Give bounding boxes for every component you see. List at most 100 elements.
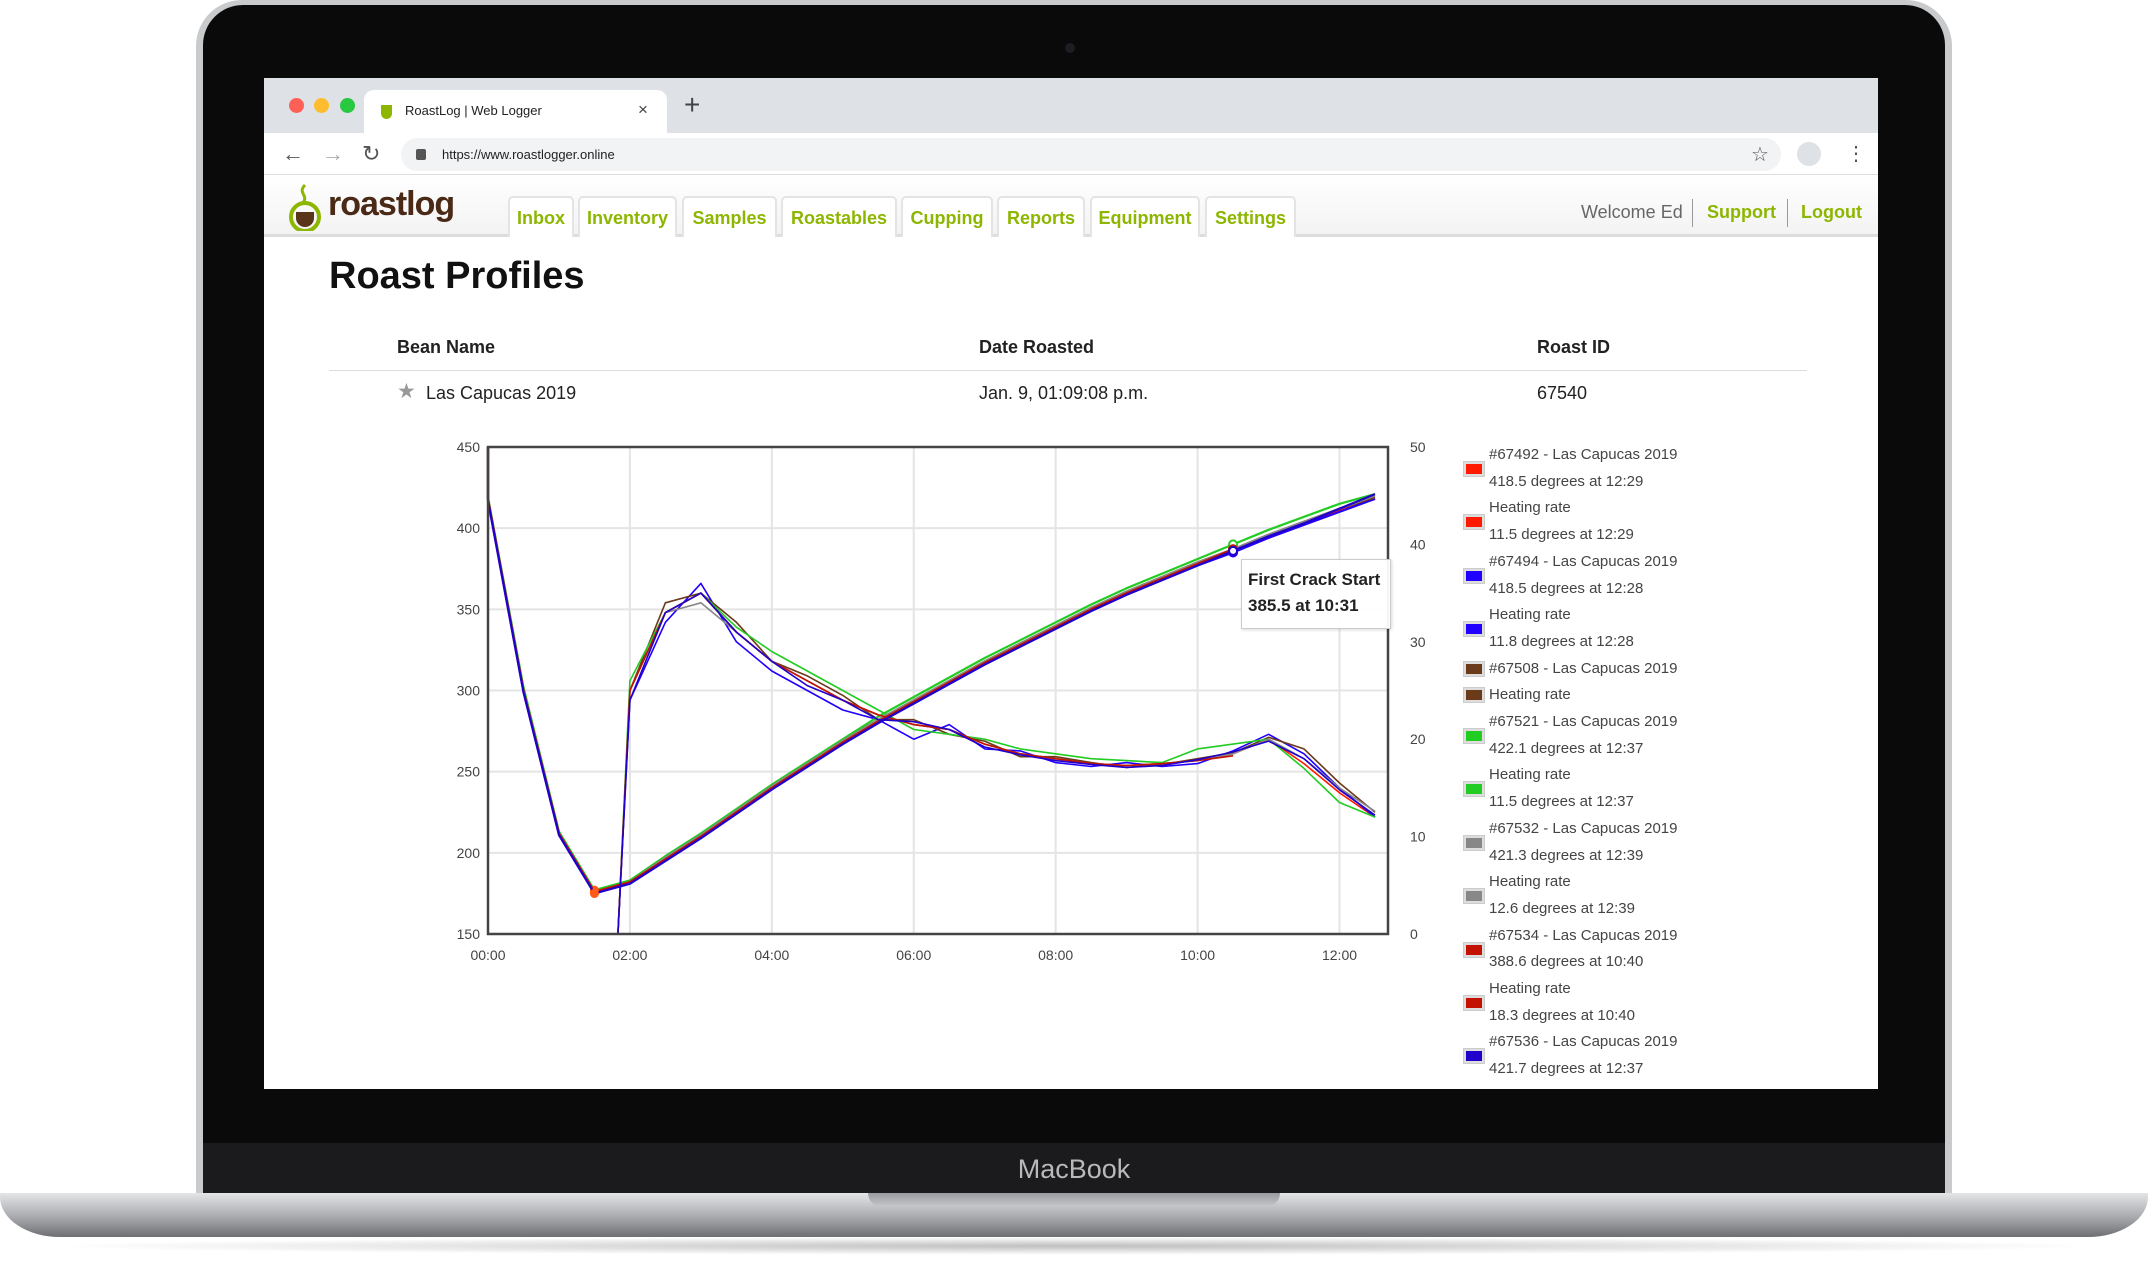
nav-equipment[interactable]: Equipment: [1090, 196, 1200, 237]
y-tick-right: 50: [1410, 439, 1426, 455]
legend-item[interactable]: #67534 - Las Capucas 2019 388.6 degrees a…: [1463, 923, 1864, 976]
page-title: Roast Profiles: [329, 255, 585, 297]
star-icon[interactable]: ★: [397, 380, 416, 403]
legend-item[interactable]: Heating rate 18.3 degrees at 10:40: [1463, 976, 1864, 1029]
favicon-icon: [381, 105, 392, 119]
legend-value: 11.8 degrees at 12:28: [1489, 632, 1634, 650]
browser-tab[interactable]: RoastLog | Web Logger ×: [364, 90, 667, 133]
camera-icon: [1065, 43, 1075, 53]
roast-chart: 150 200 250 300 350 400 450 0 10 20 30 40 50 00:00 02:…: [457, 439, 1426, 963]
legend-value: 388.6 degrees at 10:40: [1489, 953, 1644, 971]
y-tick-right: 30: [1410, 634, 1426, 650]
support-link[interactable]: Support: [1707, 202, 1776, 222]
y-tick-left: 450: [457, 439, 481, 455]
date-roasted: Jan. 9, 01:09:08 p.m.: [979, 383, 1149, 403]
legend-item[interactable]: Heating rate 12.6 degrees at 12:39: [1463, 869, 1864, 922]
legend-label: Heating rate: [1489, 606, 1571, 624]
logout-link[interactable]: Logout: [1801, 202, 1862, 222]
divider: [1692, 199, 1693, 227]
legend-item[interactable]: #67532 - Las Capucas 2019 421.3 degrees a…: [1463, 816, 1864, 869]
legend-item[interactable]: Heating rate: [1463, 682, 1864, 709]
nav-roastables[interactable]: Roastables: [781, 196, 897, 237]
legend-swatch: [1463, 728, 1485, 745]
welcome-text: Welcome Ed: [1581, 202, 1683, 222]
x-tick: 12:00: [1322, 947, 1357, 963]
y-tick-left: 300: [457, 683, 481, 699]
nav-samples[interactable]: Samples: [682, 196, 777, 237]
legend-value: 421.7 degrees at 12:37: [1489, 1060, 1644, 1078]
legend-item[interactable]: Heating rate 11.5 degrees at 12:29: [1463, 495, 1864, 548]
legend-item[interactable]: #67492 - Las Capucas 2019 418.5 degrees a…: [1463, 442, 1864, 495]
y-tick-left: 250: [457, 764, 481, 780]
column-bean-name[interactable]: Bean Name: [397, 337, 496, 357]
x-tick: 00:00: [470, 947, 505, 963]
laptop-notch: [868, 1193, 1280, 1207]
reload-icon[interactable]: ↻: [362, 141, 381, 166]
tab-title: RoastLog | Web Logger: [405, 103, 542, 118]
legend-swatch: [1463, 660, 1485, 677]
header-divider: [329, 370, 1807, 371]
legend-label: Heating rate: [1489, 766, 1571, 784]
legend-item[interactable]: #67521 - Las Capucas 2019 422.1 degrees a…: [1463, 709, 1864, 762]
chart-legend: #67492 - Las Capucas 2019 418.5 degrees a…: [1463, 442, 1864, 1083]
first-crack-tooltip: First Crack Start 385.5 at 10:31: [1241, 559, 1391, 629]
legend-label: Heating rate: [1489, 980, 1571, 998]
logo-text: roastlog: [328, 185, 455, 223]
y-tick-right: 10: [1410, 829, 1426, 845]
nav-settings[interactable]: Settings: [1205, 196, 1296, 237]
new-tab-button[interactable]: +: [684, 89, 701, 120]
legend-label: #67534 - Las Capucas 2019: [1489, 926, 1678, 944]
bookmark-star-icon[interactable]: ☆: [1751, 144, 1769, 166]
legend-item[interactable]: Heating rate 11.8 degrees at 12:28: [1463, 602, 1864, 655]
app-header: roastlog Inbox Inventory Samples Roastab…: [264, 175, 1878, 237]
legend-label: Heating rate: [1489, 499, 1571, 517]
y-tick-left: 400: [457, 520, 481, 536]
legend-label: Heating rate: [1489, 686, 1571, 704]
legend-value: 11.5 degrees at 12:37: [1489, 793, 1634, 811]
menu-icon[interactable]: ⋮: [1846, 143, 1866, 165]
lock-icon: [416, 149, 426, 160]
roast-id-link[interactable]: 67540: [1537, 383, 1588, 403]
y-tick-right: 20: [1410, 731, 1426, 747]
legend-item[interactable]: #67536 - Las Capucas 2019 421.7 degrees a…: [1463, 1029, 1864, 1082]
nav-reports[interactable]: Reports: [997, 196, 1085, 237]
forward-icon[interactable]: →: [322, 141, 344, 166]
legend-swatch: [1463, 514, 1485, 531]
legend-value: 11.5 degrees at 12:29: [1489, 526, 1634, 544]
legend-swatch: [1463, 888, 1485, 905]
legend-label: #67536 - Las Capucas 2019: [1489, 1033, 1678, 1051]
minimize-window-button[interactable]: [314, 98, 329, 113]
legend-swatch: [1463, 687, 1485, 704]
maximize-window-button[interactable]: [340, 98, 355, 113]
y-tick-right: 40: [1410, 536, 1426, 552]
y-tick-left: 200: [457, 845, 481, 861]
browser-window: RoastLog | Web Logger × + ← → ↻ https://…: [264, 78, 1878, 1089]
legend-value: 418.5 degrees at 12:28: [1489, 579, 1644, 597]
legend-label: #67492 - Las Capucas 2019: [1489, 446, 1678, 463]
legend-item[interactable]: Heating rate 11.5 degrees at 12:37: [1463, 762, 1864, 815]
close-tab-icon[interactable]: ×: [638, 100, 648, 119]
column-date-roasted[interactable]: Date Roasted: [979, 337, 1095, 357]
legend-swatch: [1463, 781, 1485, 798]
legend-label: #67521 - Las Capucas 2019: [1489, 713, 1678, 731]
y-tick-left: 150: [457, 926, 481, 942]
legend-swatch: [1463, 621, 1485, 638]
legend-value: 418.5 degrees at 12:29: [1489, 472, 1644, 490]
x-tick: 10:00: [1180, 947, 1215, 963]
back-icon[interactable]: ←: [282, 141, 304, 166]
legend-swatch: [1463, 834, 1485, 851]
profile-avatar[interactable]: [1797, 142, 1821, 166]
divider: [1787, 199, 1788, 227]
nav-inbox[interactable]: Inbox: [508, 196, 574, 237]
legend-swatch: [1463, 461, 1485, 477]
url-bar[interactable]: https://www.roastlogger.online: [401, 138, 1781, 171]
legend-item[interactable]: #67494 - Las Capucas 2019 418.5 degrees a…: [1463, 549, 1864, 602]
legend-label: Heating rate: [1489, 873, 1571, 891]
url-text: https://www.roastlogger.online: [442, 147, 615, 162]
close-window-button[interactable]: [289, 98, 304, 113]
column-roast-id[interactable]: Roast ID: [1537, 337, 1611, 357]
nav-inventory[interactable]: Inventory: [578, 196, 677, 237]
nav-cupping[interactable]: Cupping: [901, 196, 993, 237]
legend-item[interactable]: #67508 - Las Capucas 2019: [1463, 656, 1864, 683]
legend-label: #67532 - Las Capucas 2019: [1489, 819, 1678, 837]
